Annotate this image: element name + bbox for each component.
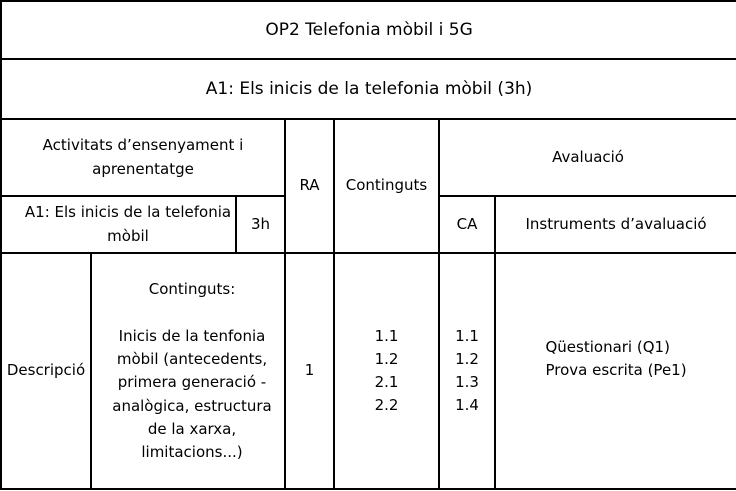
- description-spacer: [106, 301, 278, 325]
- ca-code: 1.2: [455, 349, 479, 368]
- header-row-1: Activitats d’ensenyament i aprenentatge …: [0, 118, 736, 254]
- ca-code: 1.1: [455, 326, 479, 345]
- module-title-row: OP2 Telefonia mòbil i 5G: [0, 0, 736, 60]
- instruments-header: Instruments d’avaluació: [493, 195, 736, 254]
- ra-value: 1: [284, 252, 335, 490]
- ca-header: CA: [438, 195, 496, 254]
- contents-text: Inicis de la tenfonia mòbil (antecedents…: [112, 326, 272, 462]
- contents-header: Continguts: [333, 118, 440, 254]
- header-row-2: A1: Els inicis de la telefonia mòbil 3h …: [0, 195, 736, 254]
- ca-code: 1.3: [455, 373, 479, 391]
- contents-code: 2.1: [374, 373, 399, 391]
- module-title: OP2 Telefonia mòbil i 5G: [0, 0, 736, 60]
- instruments-list: Qüestionari (Q1) Prova escrita (Pe1): [545, 336, 686, 383]
- instrument-item: Qüestionari (Q1): [545, 338, 670, 357]
- contents-code: 2.2: [374, 396, 399, 415]
- activity-title-row: A1: Els inicis de la telefonia mòbil (3h…: [0, 58, 736, 120]
- activity-hours-cell: 3h: [235, 195, 286, 254]
- description-row: Descripció Continguts: Inicis de la tenf…: [0, 252, 736, 490]
- instruments-cell: Qüestionari (Q1) Prova escrita (Pe1): [493, 252, 736, 490]
- assessment-header: Avaluació: [437, 118, 736, 197]
- ca-codes: 1.1 1.2 1.3 1.4: [438, 252, 496, 490]
- instrument-item: Prova escrita (Pe1): [545, 361, 687, 380]
- ra-header: RA: [284, 118, 335, 254]
- activities-header-text: Activitats d’ensenyament i aprenentatge: [42, 136, 244, 178]
- contents-codes: 1.1 1.2 2.1 2.2: [333, 252, 440, 490]
- activities-header: Activitats d’ensenyament i aprenentatge: [0, 118, 286, 197]
- contents-code: 1.1: [374, 326, 399, 345]
- description-label: Descripció: [0, 252, 92, 490]
- ca-code: 1.4: [455, 396, 479, 415]
- description-body: Continguts: Inicis de la tenfonia mòbil …: [90, 252, 286, 490]
- contents-code: 1.2: [374, 349, 399, 368]
- contents-heading: Continguts:: [148, 279, 236, 298]
- activity-title: A1: Els inicis de la telefonia mòbil (3h…: [0, 58, 736, 120]
- activity-name-cell: A1: Els inicis de la telefonia mòbil: [0, 195, 237, 254]
